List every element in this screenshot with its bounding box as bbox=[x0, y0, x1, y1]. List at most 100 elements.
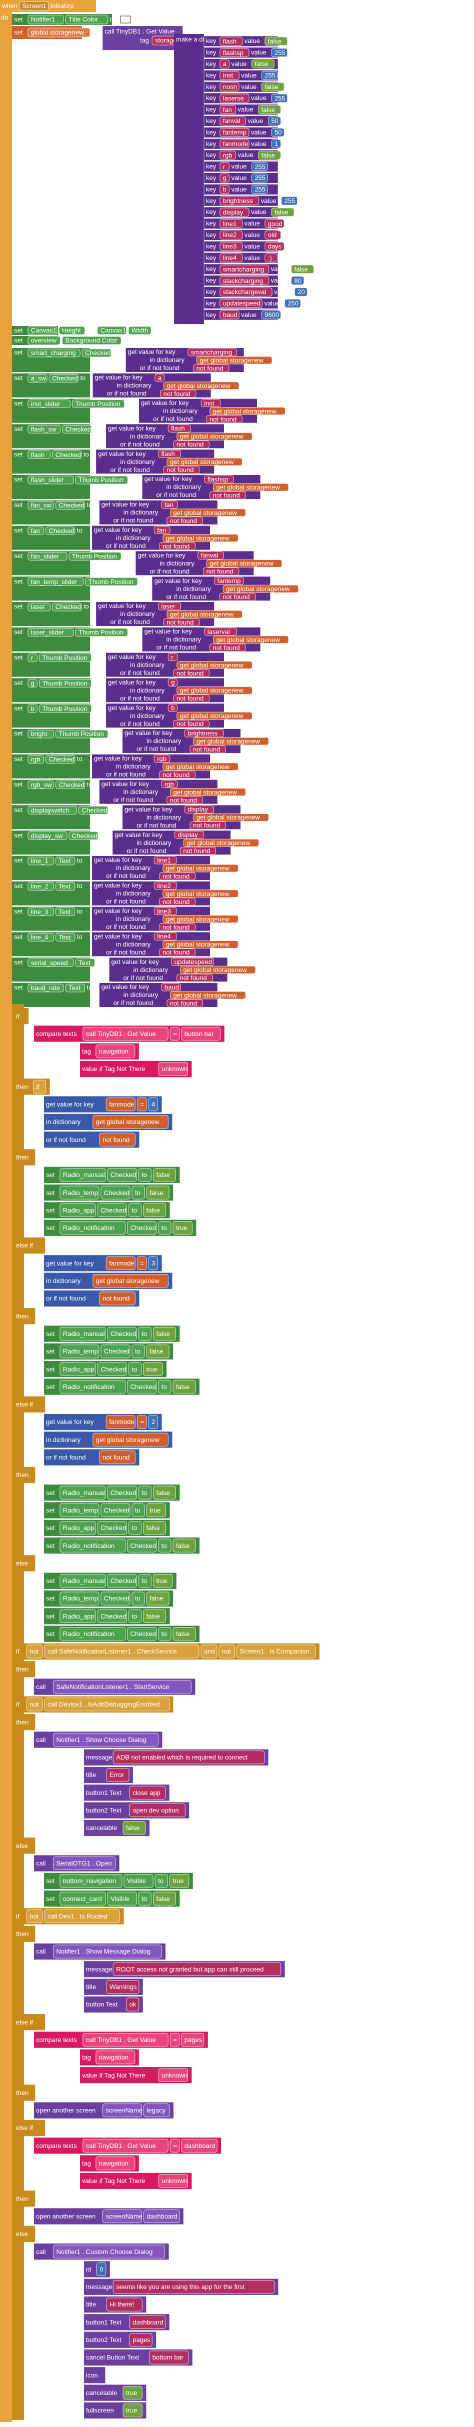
block-label: value bbox=[241, 84, 257, 91]
block-chip bbox=[39, 704, 92, 713]
block-label: in dictionary bbox=[147, 814, 182, 821]
block-chip bbox=[176, 973, 213, 982]
block-chip bbox=[128, 1609, 142, 1623]
block-label: set bbox=[14, 731, 23, 738]
block-label: icon bbox=[86, 2372, 98, 2379]
block-row bbox=[14, 1925, 36, 1942]
block-text: laserval bbox=[207, 629, 230, 636]
block-text: Checked bbox=[55, 604, 81, 611]
block-label: in dictionary bbox=[116, 891, 151, 898]
block-chip bbox=[107, 1168, 137, 1182]
block-label: set bbox=[14, 451, 23, 458]
block-chip bbox=[48, 374, 79, 383]
block-chip bbox=[102, 2209, 142, 2224]
block-text: 255 bbox=[284, 198, 295, 205]
block-chip bbox=[55, 729, 109, 739]
block-label: set bbox=[14, 832, 23, 839]
block-text: not found bbox=[163, 543, 190, 550]
block-chip bbox=[157, 602, 181, 611]
block-chip bbox=[75, 958, 95, 967]
block-text: fan bbox=[223, 107, 232, 114]
block-label: key bbox=[206, 186, 217, 193]
block-text: b bbox=[223, 187, 227, 194]
pair-block bbox=[203, 161, 279, 172]
block-text: get global storagenew bbox=[183, 967, 247, 974]
block-label: get value for key bbox=[108, 705, 156, 712]
block-text: not found bbox=[196, 365, 223, 372]
block-chip bbox=[146, 1344, 170, 1359]
block-text: get global storagenew bbox=[166, 535, 230, 542]
block-label: key bbox=[206, 266, 217, 273]
block-text: Checked bbox=[104, 1596, 130, 1603]
block-label: else bbox=[16, 1560, 28, 1567]
block-chip bbox=[162, 940, 239, 949]
block-text: false bbox=[268, 38, 282, 45]
block-label: key bbox=[206, 300, 217, 307]
block-chip bbox=[159, 897, 196, 906]
block-text: 250 bbox=[288, 301, 299, 308]
block-chip bbox=[158, 2174, 188, 2188]
block-text: not found bbox=[183, 848, 210, 855]
block-text: Warnings bbox=[110, 1984, 138, 1991]
block-label: set bbox=[14, 477, 23, 484]
block-text: get global storagenew bbox=[166, 891, 230, 898]
block-text: get global storagenew bbox=[180, 662, 244, 669]
block-text: 50 bbox=[271, 118, 279, 125]
block-row bbox=[14, 2084, 36, 2101]
event-block bbox=[0, 0, 12, 2422]
block-chip bbox=[162, 534, 239, 542]
block-text: flash_slider bbox=[31, 477, 65, 484]
block-text: 20 bbox=[298, 289, 306, 296]
block-label: set bbox=[14, 426, 23, 433]
block-text: not found bbox=[213, 492, 240, 499]
block-chip bbox=[170, 788, 246, 796]
block-chip bbox=[27, 780, 54, 789]
block-label: set bbox=[46, 1349, 55, 1356]
block-chip bbox=[161, 780, 178, 788]
block-text: Thumb Position bbox=[42, 680, 88, 687]
block-label: get value for key bbox=[125, 730, 173, 737]
block-text: false bbox=[265, 84, 279, 91]
block-text: Thumb Position bbox=[79, 477, 125, 484]
block-text: line2 bbox=[223, 232, 237, 239]
block-chip bbox=[162, 762, 239, 771]
block-text: r bbox=[223, 164, 226, 171]
block-label: if bbox=[16, 1913, 19, 1920]
block-chip bbox=[167, 424, 191, 433]
block-text: 9600 bbox=[265, 312, 280, 319]
block-label: get value for key bbox=[115, 832, 163, 839]
block-text: false bbox=[156, 1490, 170, 1497]
block-text: Radio_temp bbox=[63, 1596, 98, 1603]
block-text: get global storagenew bbox=[166, 865, 230, 872]
block-label: get value for key bbox=[46, 1102, 94, 1109]
block-chip bbox=[271, 127, 285, 137]
block-text: false bbox=[261, 152, 275, 159]
block-label: key bbox=[206, 152, 217, 159]
block-chip bbox=[264, 36, 288, 46]
block-text: Title Color bbox=[69, 17, 99, 24]
block-chip bbox=[128, 1203, 142, 1218]
block-text: 0 bbox=[100, 2266, 104, 2273]
block-chip bbox=[138, 1326, 152, 1341]
block-text: r bbox=[31, 655, 34, 662]
block-chip bbox=[128, 326, 152, 335]
block-label: set bbox=[14, 528, 23, 535]
block-text: open dev option bbox=[133, 1808, 180, 1815]
block-label: button1 Text bbox=[86, 1790, 121, 1797]
block-chip bbox=[200, 399, 221, 407]
block-label: in dictionary bbox=[123, 789, 158, 796]
block-text: = bbox=[140, 1419, 144, 1426]
block-text: call Device1 . IsAdbDebuggingEnabled bbox=[48, 1702, 161, 1709]
block-text: display_sw bbox=[31, 833, 63, 840]
block-chip bbox=[219, 207, 250, 217]
block-text: to bbox=[132, 1207, 138, 1214]
block-chip bbox=[26, 1697, 43, 1712]
block-label: key bbox=[206, 198, 217, 205]
block-label: value bbox=[271, 278, 287, 285]
block-chip bbox=[172, 1538, 196, 1553]
block-text: fanmode bbox=[109, 1102, 135, 1109]
block-label: get value for key bbox=[125, 806, 173, 813]
block-label: to bbox=[123, 553, 129, 560]
dictionary-block bbox=[174, 34, 204, 324]
block-chip bbox=[173, 694, 210, 703]
